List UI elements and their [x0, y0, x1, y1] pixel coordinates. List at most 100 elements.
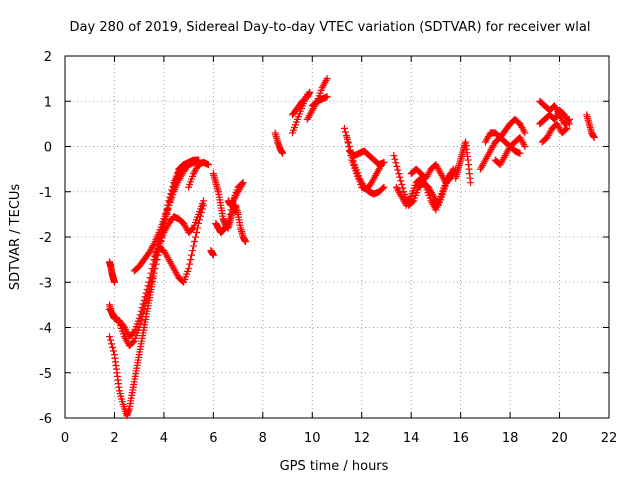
data-point: [562, 125, 570, 133]
x-tick-label: 10: [304, 431, 321, 446]
data-point: [395, 170, 403, 178]
x-tick-label: 4: [160, 431, 168, 446]
y-tick-label: -6: [39, 412, 52, 427]
data-point: [190, 242, 198, 250]
data-point: [109, 347, 117, 355]
series-arc-o: [288, 88, 314, 119]
series-arc-y: [476, 115, 529, 173]
data-point: [139, 300, 147, 308]
x-tick-label: 0: [61, 431, 69, 446]
y-tick-label: -2: [39, 231, 52, 246]
data-point: [226, 210, 234, 218]
y-axis-label: SDTVAR / TECUs: [8, 184, 23, 291]
data-point: [195, 219, 203, 227]
series-arc-w: [407, 161, 460, 187]
y-tick-label: -4: [39, 322, 52, 337]
y-tick-label: 2: [44, 50, 52, 65]
data-point: [147, 269, 155, 277]
data-point: [380, 183, 388, 191]
x-tick-label: 2: [110, 431, 118, 446]
data-point: [188, 251, 196, 259]
data-point: [149, 260, 157, 268]
series-arc-h: [185, 158, 212, 191]
data-point: [204, 161, 212, 169]
data-point: [129, 329, 137, 337]
data-point: [396, 173, 404, 181]
x-tick-label: 22: [601, 431, 618, 446]
data-point: [191, 238, 199, 246]
data-point: [189, 225, 197, 233]
series-arc-d: [106, 258, 118, 286]
x-tick-label: 8: [259, 431, 267, 446]
data-point: [110, 278, 118, 286]
data-point: [239, 179, 247, 187]
x-tick-label: 12: [353, 431, 370, 446]
series-arc-t: [345, 147, 388, 169]
series-arc-i: [207, 247, 217, 259]
series-arc-ae: [583, 111, 598, 141]
data-point: [142, 289, 150, 297]
plot-frame: [64, 55, 610, 419]
data-point: [106, 336, 114, 344]
series-arc-e: [130, 156, 203, 275]
data-point: [107, 340, 115, 348]
data-point: [187, 256, 195, 264]
chart-title: Day 280 of 2019, Sidereal Day-to-day VTE…: [70, 20, 591, 35]
data-points: [106, 75, 598, 420]
data-point: [199, 197, 207, 205]
data-point: [135, 314, 143, 322]
x-axis-label: GPS time / hours: [280, 459, 389, 474]
series-arc-ac: [536, 106, 573, 128]
data-point: [306, 88, 314, 96]
data-point: [135, 324, 143, 331]
data-point: [279, 149, 287, 157]
series-arc-q: [308, 93, 331, 110]
series-arc-x: [452, 138, 475, 187]
y-tick-label: 0: [44, 141, 52, 156]
data-point: [186, 260, 194, 268]
data-point: [340, 124, 348, 132]
x-tick-label: 14: [403, 431, 420, 446]
data-point: [399, 184, 407, 192]
data-point: [225, 215, 233, 223]
data-point: [146, 274, 154, 282]
series-arc-a: [106, 156, 203, 420]
data-point: [141, 293, 149, 301]
data-point: [209, 251, 217, 259]
data-point: [192, 233, 200, 241]
data-point: [143, 285, 151, 293]
data-point: [341, 128, 349, 136]
data-point: [129, 338, 137, 346]
data-point: [138, 304, 146, 312]
data-point: [394, 166, 402, 174]
y-tick-label: 1: [44, 95, 52, 110]
grid: [65, 56, 609, 418]
data-point: [193, 228, 201, 236]
x-tick-label: 6: [209, 431, 217, 446]
series-arc-g: [150, 197, 207, 264]
data-point: [108, 343, 116, 351]
x-tick-label: 18: [502, 431, 519, 446]
data-point: [344, 138, 352, 146]
data-point: [391, 155, 399, 163]
data-point: [565, 120, 573, 128]
data-point: [144, 282, 152, 290]
data-point: [323, 75, 331, 83]
data-point: [379, 184, 387, 192]
data-point: [224, 219, 232, 227]
y-tick-label: -5: [39, 367, 52, 382]
data-point: [397, 177, 405, 185]
data-point: [390, 152, 398, 160]
data-point: [521, 143, 529, 150]
x-tick-labels: 0 2 4 6 8 10 12 14 16 18 20 22: [61, 431, 617, 446]
data-point: [189, 247, 197, 255]
y-tick-label: -3: [39, 276, 52, 291]
data-point: [137, 307, 145, 315]
data-point: [380, 158, 388, 166]
series-arc-s: [343, 133, 386, 193]
data-point: [145, 278, 153, 286]
data-point: [343, 133, 351, 141]
data-point: [467, 179, 475, 187]
data-point: [223, 221, 231, 229]
